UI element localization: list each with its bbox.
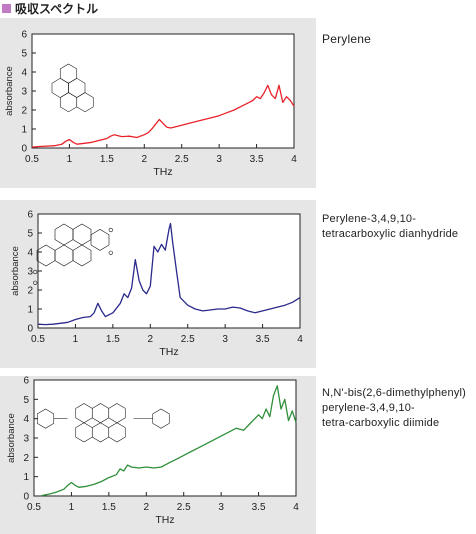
x-tick-label: 0.5	[31, 334, 45, 345]
y-tick-label: 1	[27, 305, 33, 316]
chart-perylene: 0 1 2 3 4 5 6 0.5 1 1.5 2 2.5 3 3.5 4 THz absorbance	[4, 30, 297, 179]
y-tick-label: 2	[23, 453, 29, 464]
compound-label-3: N,N'-bis(2,6-dimethylphenyl) perylene-3,…	[322, 386, 466, 431]
x-tick-label: 4	[291, 154, 297, 165]
x-axis-label: THz	[155, 514, 174, 526]
x-tick-label: 2	[148, 334, 154, 345]
x-tick-label: 2	[142, 154, 148, 165]
chart-panel-diimide: 0 1 2 3 4 5 6 0.5 1 1.5 2 2.5 3 3.5 4 THz absorbance	[0, 376, 316, 534]
series-line	[31, 84, 295, 148]
x-tick-label: 1	[67, 154, 73, 165]
y-tick-label: 6	[27, 210, 33, 221]
x-tick-label: 0.5	[27, 502, 41, 513]
compound-name-line: tetracarboxylic dianhydride	[322, 228, 459, 240]
y-tick-label: 0	[21, 144, 27, 155]
x-tick-label: 3.5	[256, 334, 270, 345]
x-tick-label: 4	[293, 502, 299, 513]
y-tick-label: 4	[21, 68, 27, 79]
section-header: 吸収スペクトル	[2, 0, 98, 16]
compound-name-line: tetra-carboxylic diimide	[322, 417, 440, 429]
x-tick-label: 3	[216, 154, 222, 165]
perylene-structure-icon	[51, 63, 94, 113]
chart-diimide: 0 1 2 3 4 5 6 0.5 1 1.5 2 2.5 3 3.5 4 THz absorbance	[6, 376, 299, 527]
y-tick-label: 5	[21, 49, 27, 60]
x-tick-label: 1.5	[102, 502, 116, 513]
y-tick-label: 3	[23, 434, 29, 445]
chart-panel-ptcda: 0 1 2 3 4 5 6 0.5 1 1.5 2 2.5 3 3.5 4 THz absorbance	[0, 200, 316, 368]
plot-area	[31, 33, 295, 149]
x-tick-label: 1	[73, 334, 79, 345]
y-tick-label: 0	[23, 492, 29, 503]
x-axis-label: THz	[159, 346, 178, 358]
diimide-structure-icon	[36, 403, 170, 443]
compound-name-line: N,N'-bis(2,6-dimethylphenyl)	[322, 387, 467, 399]
x-tick-label: 1	[69, 502, 75, 513]
y-tick-label: 6	[23, 376, 29, 387]
plot-area	[33, 379, 297, 497]
chart-ptcda: 0 1 2 3 4 5 6 0.5 1 1.5 2 2.5 3 3.5 4 THz absorbance	[10, 210, 303, 359]
y-tick-label: 1	[21, 125, 27, 136]
compound-label-2: Perylene-3,4,9,10- tetracarboxylic dianh…	[322, 212, 458, 242]
section-title: 吸収スペクトル	[15, 1, 99, 16]
series-line	[41, 385, 297, 497]
y-tick-label: 0	[27, 324, 33, 335]
y-tick-label: 2	[27, 286, 33, 297]
x-tick-label: 3.5	[250, 154, 264, 165]
x-tick-label: 2.5	[177, 502, 191, 513]
y-axis-label: absorbance	[10, 246, 21, 296]
y-tick-label: 2	[21, 106, 27, 117]
y-tick-label: 6	[21, 30, 27, 41]
y-tick-label: 1	[23, 472, 29, 483]
y-axis-label: absorbance	[4, 66, 15, 116]
compound-name-line: Perylene-3,4,9,10-	[322, 213, 417, 225]
x-tick-label: 2.5	[175, 154, 189, 165]
y-tick-label: 4	[27, 248, 33, 259]
x-tick-label: 3	[218, 502, 224, 513]
x-tick-label: 3.5	[252, 502, 266, 513]
compound-label-1: Perylene	[322, 32, 371, 47]
x-tick-label: 1.5	[106, 334, 120, 345]
y-tick-label: 5	[27, 229, 33, 240]
x-tick-label: 3	[222, 334, 228, 345]
y-axis-label: absorbance	[6, 413, 17, 463]
series-line	[37, 222, 301, 326]
x-tick-label: 1.5	[100, 154, 114, 165]
x-tick-label: 2.5	[181, 334, 195, 345]
y-tick-label: 3	[27, 267, 33, 278]
y-tick-label: 4	[23, 414, 29, 425]
compound-name-line: perylene-3,4,9,10-	[322, 402, 415, 414]
y-tick-label: 3	[21, 87, 27, 98]
x-tick-label: 4	[297, 334, 303, 345]
chart-panel-perylene: 0 1 2 3 4 5 6 0.5 1 1.5 2 2.5 3 3.5 4 THz absorbance	[0, 18, 316, 188]
plot-area	[37, 213, 301, 329]
y-tick-label: 5	[23, 395, 29, 406]
ptcda-structure-icon	[33, 223, 113, 285]
section-marker	[2, 3, 11, 13]
x-tick-label: 2	[144, 502, 150, 513]
x-axis-label: THz	[153, 166, 172, 178]
x-tick-label: 0.5	[25, 154, 39, 165]
compound-name-line: Perylene	[322, 32, 371, 46]
